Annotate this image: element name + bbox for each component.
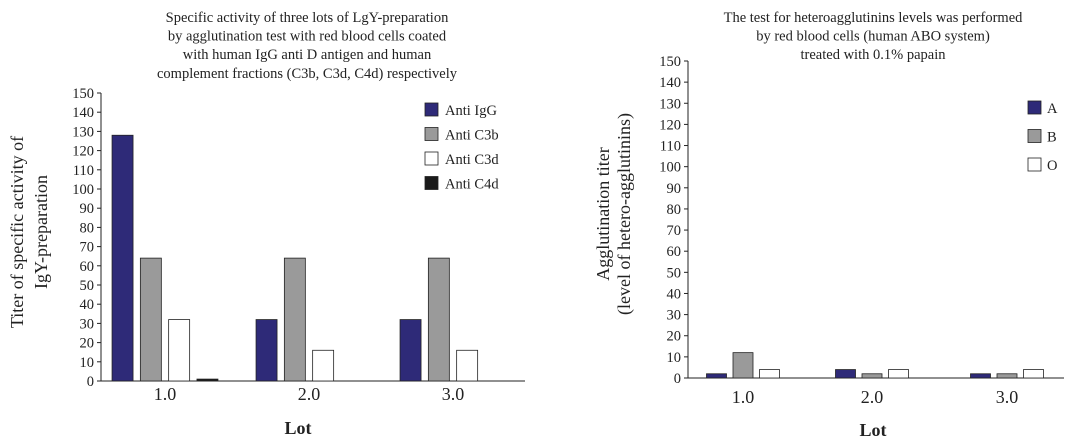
y-tick-label: 100 [72,182,94,198]
bar-anti-igg [255,319,278,382]
y-tick-label: 60 [667,244,682,260]
y-tick-label: 110 [73,163,94,179]
chart-title-line: treated with 0.1% papain [801,47,947,63]
legend-label: Anti C4d [445,177,499,193]
bar-a [970,373,991,379]
y-tick-label: 140 [659,75,681,91]
legend-label: Anti IgG [445,103,497,119]
y-tick-label: 40 [80,297,95,313]
legend-swatch [1027,100,1042,115]
legend-label: Anti C3b [445,128,499,144]
bar-anti-c3b [427,257,450,382]
y-axis-label-line: Titer of specific activity of [7,136,27,328]
y-tick-label: 50 [667,265,682,281]
y-tick-label: 60 [80,259,95,275]
y-tick-label: 70 [80,240,95,256]
y-tick-label: 80 [80,220,95,236]
y-tick-label: 130 [72,124,94,140]
y-tick-label: 150 [659,54,681,70]
y-tick-label: 0 [87,374,94,390]
y-tick-label: 80 [667,202,682,218]
y-tick-label: 30 [667,308,682,324]
y-tick-label: 120 [72,144,94,160]
bar-o [759,369,780,379]
chart-title-line: by agglutination test with red blood cel… [168,29,447,45]
legend: Anti IgG Anti C3b Anti C3d Anti C4d [424,102,499,193]
legend-swatch [1027,129,1042,143]
bar-anti-igg [111,134,134,382]
x-tick-label: 1.0 [732,387,755,407]
y-tick-label: 10 [80,355,95,371]
y-tick-label: 120 [659,117,681,133]
y-tick-label: 100 [659,160,681,176]
legend-label: Anti C3d [445,152,499,168]
y-tick-label: 140 [72,105,94,121]
bar-anti-c3d [456,349,479,382]
chart-title-line: Specific activity of three lots of LgY-p… [166,10,449,26]
y-tick-label: 0 [674,371,681,387]
bar-o [1023,369,1044,379]
y-tick-label: 90 [667,181,682,197]
x-tick-label: 1.0 [154,384,177,404]
chart-title-line: complement fractions (C3b, C3d, C4d) res… [157,66,458,82]
y-tick-label: 10 [667,350,682,366]
bar-a [706,373,727,379]
y-axis-label-line: (level of hetero-agglutinins) [614,113,635,315]
y-tick-label: 30 [80,316,95,332]
y-tick-label: 20 [667,329,682,345]
bar-b [861,373,883,379]
bar-b [732,352,754,379]
x-tick-label: 2.0 [861,387,884,407]
bar-anti-c3d [168,319,191,382]
legend-swatch [424,102,439,117]
legend-label: A [1047,101,1058,117]
bar-b [996,373,1018,379]
y-tick-label: 70 [667,223,682,239]
chart-title-line: The test for heteroagglutinins levels wa… [724,10,1024,26]
y-tick-label: 90 [80,201,95,217]
chart-2: The test for heteroagglutinins levels wa… [593,10,1064,440]
bar-anti-igg [399,319,422,382]
x-tick-label: 2.0 [298,384,321,404]
y-tick-label: 130 [659,96,681,112]
legend-label: B [1047,130,1057,146]
y-tick-label: 20 [80,336,95,352]
y-axis-label-line: Agglutination titer [593,147,613,280]
chart-title-line: by red blood cells (human ABO system) [756,29,990,45]
legend-swatch [424,176,439,190]
y-axis-label-line: IgY-preparation [31,175,51,289]
legend-swatch [424,127,439,141]
bar-anti-c4d [196,378,219,382]
bar-o [888,369,909,379]
y-tick-label: 110 [660,139,681,155]
x-axis-label: Lot [860,420,887,440]
chart-title-line: with human IgG anti D antigen and human [183,47,432,63]
bar-anti-c3b [139,257,162,382]
bar-anti-c3b [283,257,306,382]
legend-swatch [424,151,439,166]
legend-label: O [1047,158,1057,174]
legend-swatch [1027,157,1042,172]
x-tick-label: 3.0 [996,387,1019,407]
y-tick-label: 50 [80,278,95,294]
legend: ABO [1027,100,1058,174]
chart-1: Specific activity of three lots of LgY-p… [7,10,525,438]
y-tick-label: 150 [72,86,94,102]
y-tick-label: 40 [667,286,682,302]
bar-anti-c3d [312,349,335,382]
bar-a [835,369,856,379]
x-tick-label: 3.0 [442,384,465,404]
x-axis-label: Lot [285,418,312,438]
